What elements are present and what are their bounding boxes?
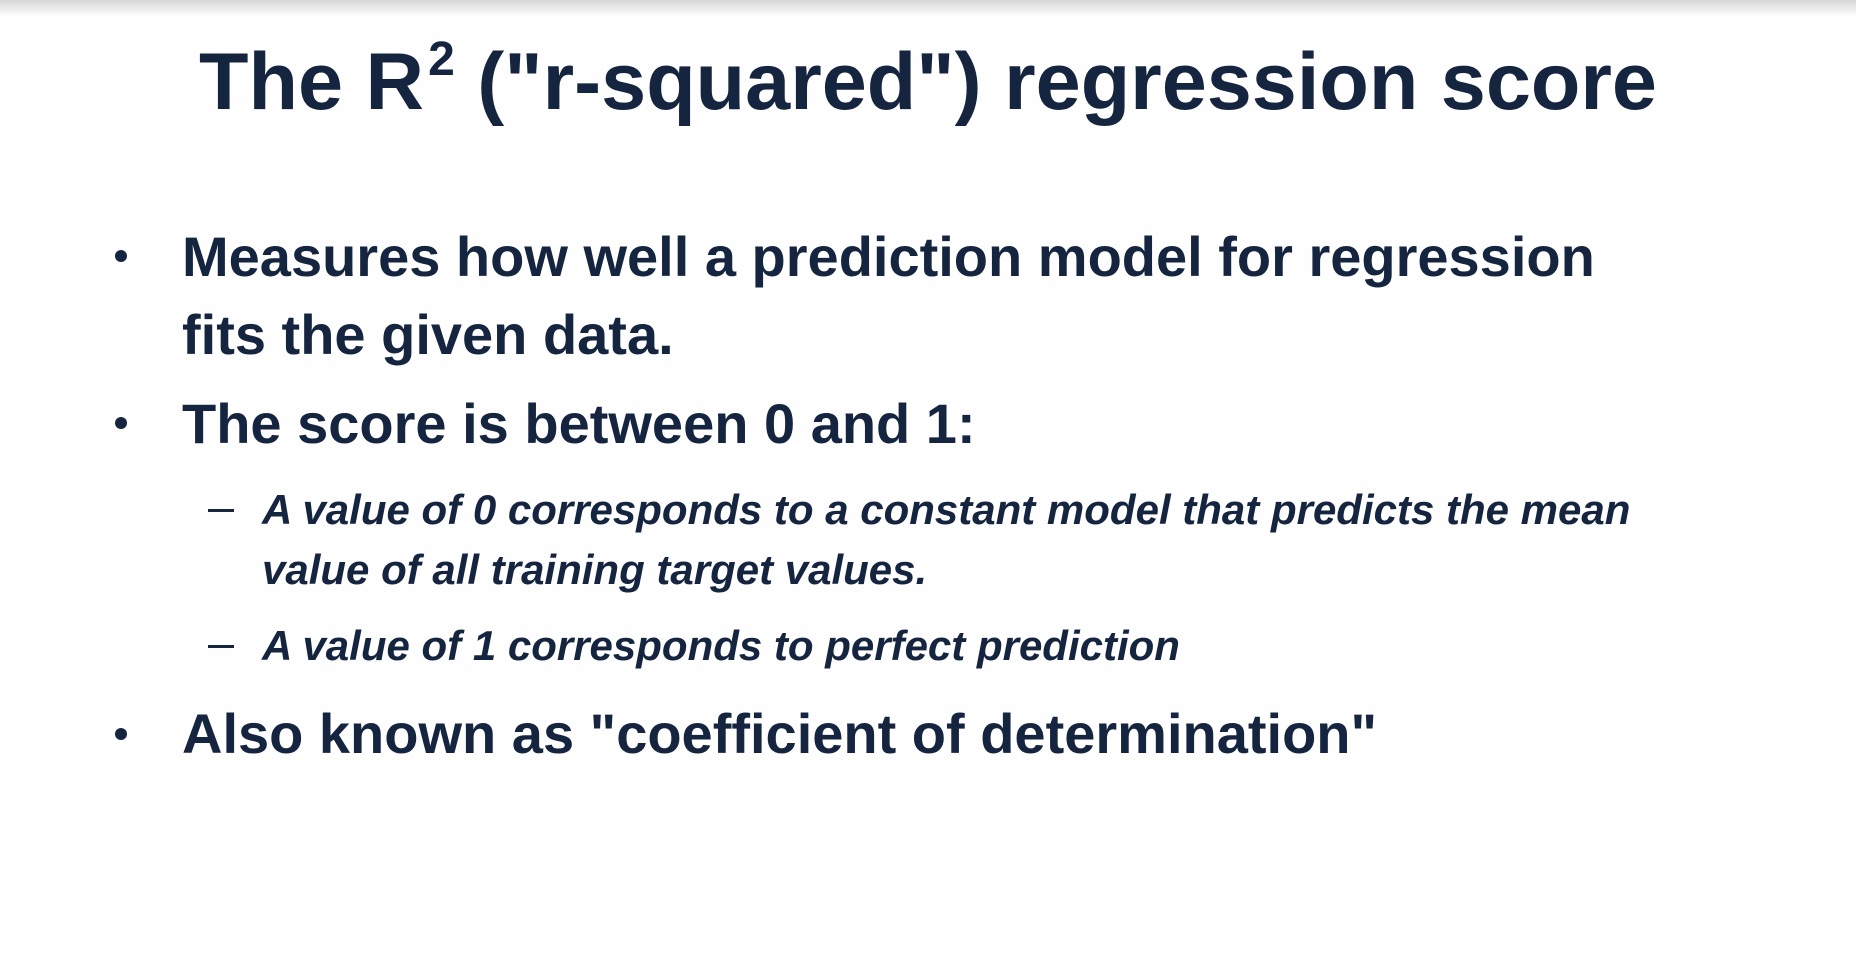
title-suffix: ("r-squared") regression score [454, 37, 1657, 127]
sub-bullet-1-line-1: A value of 0 corresponds to a constant m… [262, 486, 1631, 533]
sub-bullet-2-line-1: A value of 1 corresponds to perfect pred… [262, 622, 1180, 669]
bullet-marker [115, 728, 127, 740]
sub-bullet-marker [208, 509, 234, 512]
bullet-2-line-1: The score is between 0 and 1: [182, 392, 976, 455]
title-superscript: 2 [428, 33, 455, 86]
sub-bullet-marker [208, 645, 234, 648]
slide-title: The R2 ("r-squared") regression score [0, 36, 1856, 123]
bullet-1-line-2: fits the given data. [182, 303, 674, 366]
bullet-3-line-1: Also known as "coefficient of determinat… [182, 702, 1378, 765]
top-edge-shadow [0, 0, 1856, 16]
sub-bullet-1-line-2: value of all training target values. [262, 546, 928, 593]
bullet-marker [115, 417, 127, 429]
bullet-marker [115, 250, 127, 262]
bullet-1-line-1: Measures how well a prediction model for… [182, 225, 1595, 288]
title-prefix: The R [199, 37, 425, 127]
